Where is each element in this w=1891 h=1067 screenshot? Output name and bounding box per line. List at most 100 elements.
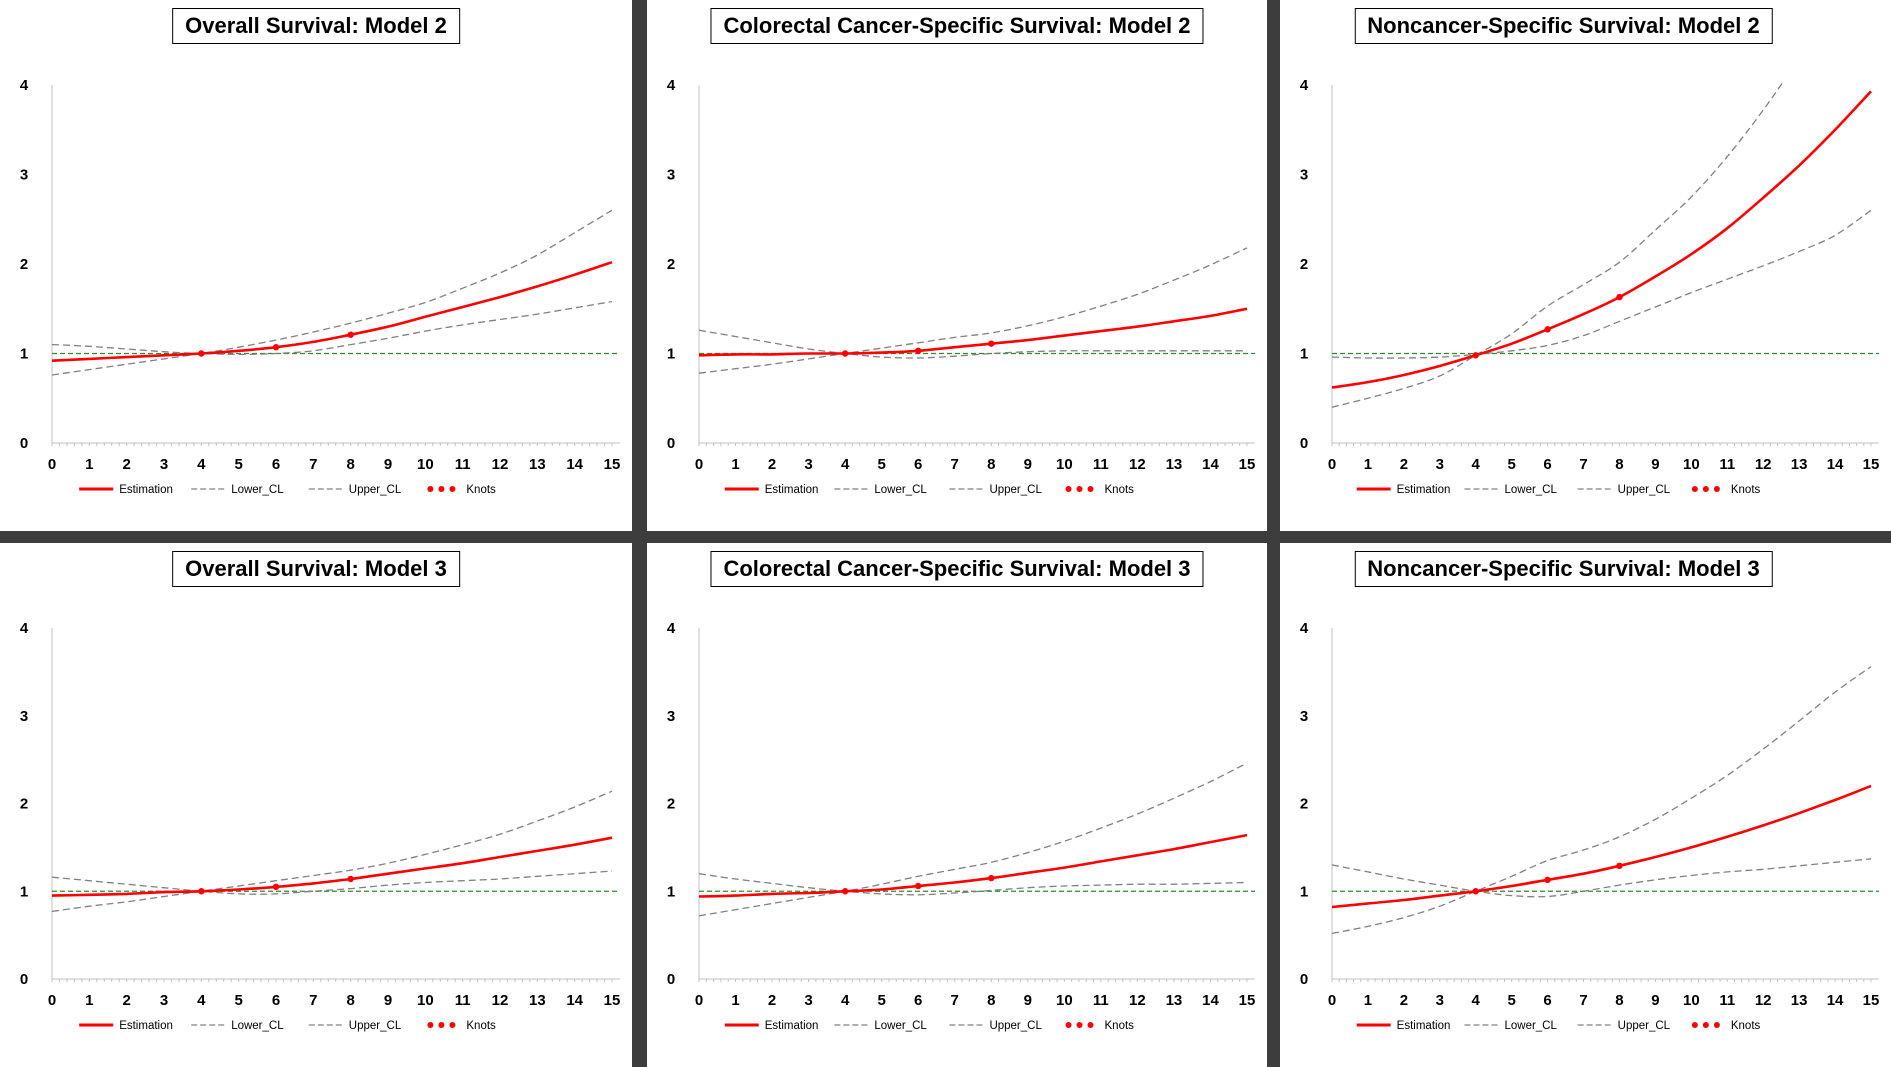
- legend-swatch-knot: [449, 1022, 455, 1028]
- knot-point: [1544, 877, 1550, 883]
- x-tick-label: 11: [1093, 992, 1109, 1009]
- x-tick-label: 13: [1791, 456, 1808, 473]
- y-tick-label: 2: [20, 256, 28, 273]
- legend-swatch-knot: [1692, 486, 1698, 492]
- legend-label: Lower_CL: [1504, 484, 1557, 496]
- y-tick-label: 2: [667, 256, 675, 273]
- x-tick-label: 15: [1239, 992, 1256, 1009]
- knot-point: [842, 888, 848, 894]
- knot-point: [1544, 326, 1550, 332]
- y-tick-label: 3: [20, 708, 28, 725]
- x-tick-label: 5: [234, 456, 242, 473]
- legend-swatch-knot: [427, 1022, 433, 1028]
- y-tick-label: 2: [1300, 796, 1308, 813]
- legend-swatch-knot: [1077, 1022, 1083, 1028]
- series-group: [1332, 667, 1871, 934]
- legend-label: Estimation: [119, 484, 173, 496]
- chart-panel: 0 1 2 3 4 5 6 7 8 9 10 11 12 13 14 15 0 1 2 3 4 Estimation Low…: [0, 0, 632, 531]
- x-tick-label: 1: [731, 456, 739, 473]
- y-tick-label: 0: [20, 435, 28, 452]
- x-tick-label: 2: [122, 456, 130, 473]
- knot-point: [198, 888, 204, 894]
- y-tick-label: 3: [1300, 708, 1308, 725]
- legend-label: Knots: [1105, 1020, 1135, 1032]
- legend-swatch-knot: [438, 486, 444, 492]
- x-tick-label: 14: [1827, 456, 1844, 473]
- legend-swatch-knot: [1088, 486, 1094, 492]
- x-tick-label: 13: [529, 992, 546, 1009]
- x-tick-label: 8: [346, 456, 354, 473]
- y-tick-label: 3: [1300, 167, 1308, 184]
- legend-label: Upper_CL: [989, 1020, 1042, 1032]
- estimation-line: [699, 309, 1247, 356]
- x-tick-label: 7: [1579, 456, 1587, 473]
- x-tick-label: 14: [1202, 456, 1219, 473]
- x-tick-label: 13: [1166, 992, 1183, 1009]
- x-tick-label: 6: [272, 456, 280, 473]
- y-tick-label: 2: [1300, 256, 1308, 273]
- x-tick-label: 15: [1863, 456, 1880, 473]
- y-tick-label: 3: [667, 708, 675, 725]
- x-tick-label: 5: [1507, 456, 1515, 473]
- x-tick-label: 7: [951, 992, 959, 1009]
- knot-point: [1473, 888, 1479, 894]
- knot-point: [915, 348, 921, 354]
- y-tick-label: 4: [667, 77, 676, 94]
- chart-panel: 0 1 2 3 4 5 6 7 8 9 10 11 12 13 14 15 0 1 2 3 4 Estimation Low…: [647, 543, 1267, 1067]
- x-tick-label: 6: [272, 992, 280, 1009]
- x-tick-label: 6: [1543, 992, 1551, 1009]
- y-tick-label: 0: [1300, 435, 1308, 452]
- estimation-line: [52, 262, 612, 361]
- x-tick-label: 0: [1328, 456, 1336, 473]
- x-tick-label: 2: [768, 456, 776, 473]
- x-tick-label: 12: [1755, 456, 1772, 473]
- legend-label: Knots: [1731, 484, 1761, 496]
- x-tick-label: 8: [346, 992, 354, 1009]
- x-tick-label: 15: [604, 992, 621, 1009]
- legend-label: Lower_CL: [231, 484, 284, 496]
- chart-svg: 0 1 2 3 4 5 6 7 8 9 10 11 12 13 14 1501234Estimation Low…: [0, 543, 632, 1067]
- x-tick-label: 11: [1093, 456, 1109, 473]
- legend-swatch-knot: [1077, 486, 1083, 492]
- legend-label: Lower_CL: [874, 1020, 927, 1032]
- x-tick-label: 11: [455, 456, 471, 473]
- knot-point: [273, 344, 279, 350]
- x-tick-label: 15: [1239, 456, 1256, 473]
- y-tick-label: 0: [1300, 971, 1308, 988]
- x-tick-label: 1: [731, 992, 739, 1009]
- chart-title: Overall Survival: Model 3: [172, 551, 460, 587]
- legend-swatch-knot: [1703, 486, 1709, 492]
- x-tick-label: 0: [695, 456, 703, 473]
- lower-cl-line: [52, 302, 612, 355]
- x-tick-label: 7: [309, 992, 317, 1009]
- y-tick-label: 1: [20, 883, 28, 900]
- legend-swatch-knot: [1088, 1022, 1094, 1028]
- x-tick-label: 12: [1129, 992, 1146, 1009]
- x-tick-label: 12: [1755, 992, 1772, 1009]
- upper-cl-line: [1332, 0, 1871, 407]
- legend-label: Upper_CL: [989, 484, 1042, 496]
- x-tick-label: 7: [309, 456, 317, 473]
- x-tick-label: 12: [1129, 456, 1146, 473]
- x-tick-label: 8: [1615, 992, 1623, 1009]
- x-tick-label: 4: [1472, 992, 1481, 1009]
- x-tick-label: 3: [804, 456, 812, 473]
- x-tick-label: 1: [85, 456, 93, 473]
- estimation-line: [52, 838, 612, 896]
- y-tick-label: 3: [20, 167, 28, 184]
- x-tick-label: 11: [1719, 992, 1735, 1009]
- y-tick-label: 1: [1300, 883, 1308, 900]
- y-tick-label: 4: [1300, 620, 1309, 637]
- legend-label: Estimation: [119, 1020, 173, 1032]
- legend-label: Knots: [1731, 1020, 1761, 1032]
- x-tick-label: 0: [48, 992, 56, 1009]
- y-tick-label: 2: [667, 796, 675, 813]
- x-tick-label: 14: [566, 992, 583, 1009]
- x-tick-label: 3: [160, 992, 168, 1009]
- legend-swatch-knot: [1714, 486, 1720, 492]
- x-tick-label: 1: [1364, 456, 1372, 473]
- x-tick-label: 8: [1615, 456, 1623, 473]
